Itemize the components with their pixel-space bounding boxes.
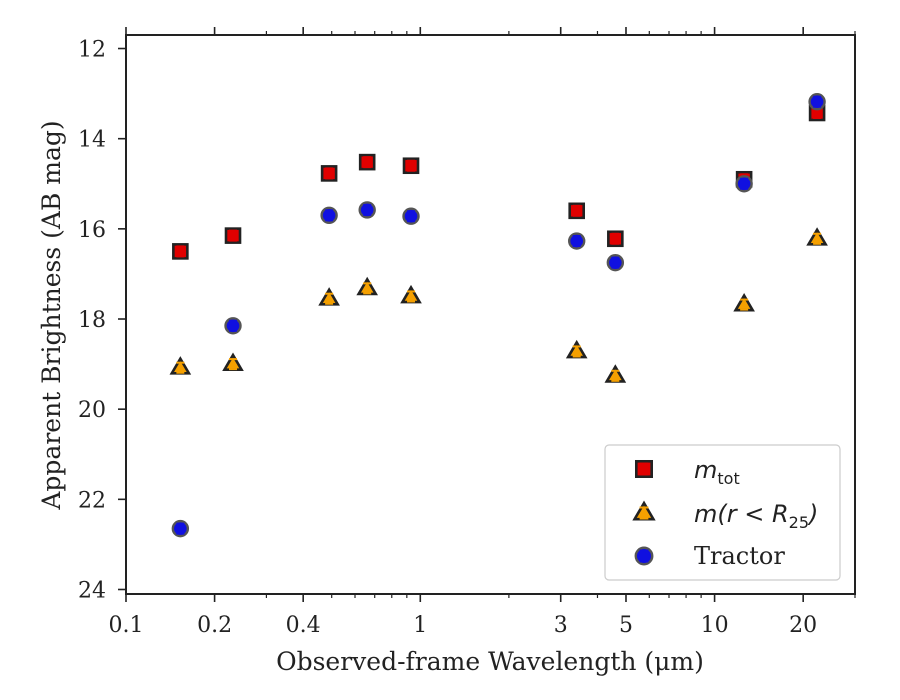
data-point-circle [568,232,586,250]
data-point-triangle [565,339,588,359]
data-point-circle [808,93,826,111]
data-point-circle [224,317,242,335]
legend-marker-triangle [632,500,656,521]
plot-frame [125,34,856,595]
x-tick-label: 5 [619,613,633,638]
triangle-marker [806,227,828,246]
data-point-circle [402,207,420,225]
square-marker [402,157,420,175]
data-point-square [224,227,242,244]
data-point-triangle [356,276,379,296]
legend-marker-circle [634,546,654,566]
data-point-triangle [318,287,340,306]
square-marker [607,230,624,248]
square-marker [568,202,586,220]
triangle-marker [222,352,244,371]
data-point-circle [358,201,376,219]
legend-label: Tractor [694,542,785,570]
data-point-square [402,157,420,175]
circle-marker [171,519,190,538]
y-tick-label: 12 [78,38,106,63]
legend-label: m(r < R25) [694,500,818,532]
data-point-triangle [733,293,755,312]
circle-marker [568,232,586,250]
x-tick-label: 0.4 [286,613,321,638]
legend-box [604,444,841,581]
circle-marker [735,175,753,193]
data-point-circle [320,206,338,225]
triangle-marker [733,293,755,312]
circle-marker [224,317,242,335]
circle-marker [634,546,654,566]
data-point-triangle [806,227,828,246]
x-tick-label: 10 [701,613,729,638]
data-point-square [358,153,376,171]
triangle-marker [604,364,627,383]
legend-label: mtot [694,456,740,488]
triangle-marker [318,287,340,306]
data-point-circle [735,175,753,193]
circle-marker [402,207,420,225]
square-marker [172,243,189,260]
circle-marker [358,201,376,219]
data-point-circle [606,253,625,272]
square-marker [634,459,653,478]
x-tick-label: 20 [789,613,817,638]
y-tick-label: 18 [78,308,106,333]
data-point-square [607,230,624,248]
square-marker [358,153,376,171]
data-point-square [172,243,189,260]
y-tick-label: 20 [78,398,106,423]
triangle-marker [400,284,422,304]
triangle-marker [565,339,588,359]
ticks-layer: 0.1 0.2 0.4 1 3 5 10 20 12 14 16 18 20 22 24 [78,27,856,638]
y-tick-label: 22 [78,488,106,513]
x-tick-label: 3 [554,613,568,638]
x-tick-label: 0.2 [197,613,232,638]
x-tick-label: 0.1 [109,613,144,638]
circle-marker [808,93,826,111]
data-point-triangle [604,364,627,383]
square-marker [224,227,242,244]
y-tick-label: 14 [78,128,106,153]
marks-layer [169,93,828,538]
triangle-marker [356,276,379,296]
data-point-square [320,165,338,182]
circle-marker [320,206,338,225]
data-point-triangle [169,356,192,375]
y-tick-label: 16 [78,218,106,243]
legend: mtot m(r < R25) Tractor [604,444,841,581]
legend-marker-square [634,459,653,478]
data-point-circle [171,519,190,538]
y-axis-label: Apparent Brightness (AB mag) [37,120,66,510]
data-point-triangle [400,284,422,304]
data-point-square [568,202,586,220]
square-marker [320,165,338,182]
triangle-marker [169,356,192,375]
data-point-triangle [222,352,244,371]
x-tick-label: 1 [413,613,427,638]
y-tick-label: 24 [78,578,106,603]
x-axis-label: Observed-frame Wavelength (μm) [276,647,704,676]
circle-marker [606,253,625,272]
